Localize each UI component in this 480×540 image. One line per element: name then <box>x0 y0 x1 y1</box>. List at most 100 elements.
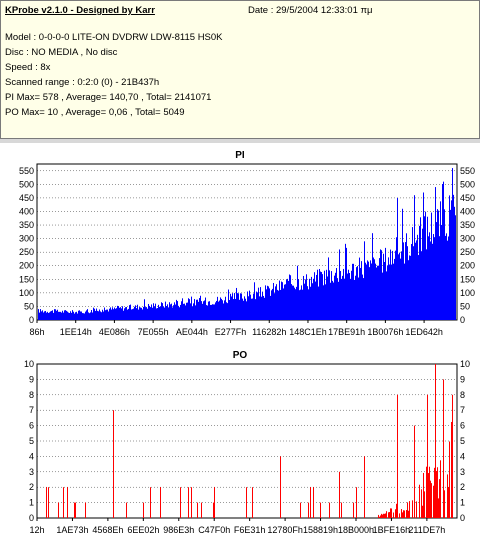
data-bar <box>110 307 111 320</box>
data-bar <box>283 288 284 320</box>
data-bar <box>351 270 352 320</box>
data-bar <box>356 267 357 320</box>
data-bar <box>81 311 82 320</box>
x-tick-label: 1BFE16h <box>373 525 411 535</box>
data-bar <box>67 311 68 320</box>
data-bar <box>412 500 413 518</box>
data-bar <box>96 308 97 320</box>
data-bar <box>339 249 340 320</box>
data-bar <box>422 505 423 518</box>
data-bar <box>335 272 336 320</box>
y-tick-label-right: 550 <box>460 166 475 176</box>
data-bar <box>350 278 351 320</box>
data-bar <box>229 299 230 320</box>
data-bar <box>311 276 312 320</box>
data-bar <box>361 261 362 320</box>
data-bar <box>224 300 225 320</box>
chart-title: PI <box>235 150 245 161</box>
data-bar <box>250 294 251 320</box>
data-bar <box>206 305 207 320</box>
data-bar <box>219 300 220 320</box>
data-bar <box>360 267 361 320</box>
data-bar <box>358 277 359 320</box>
data-bar <box>421 489 422 518</box>
data-bar <box>412 227 413 320</box>
data-bar <box>267 285 268 320</box>
data-bar <box>428 473 429 518</box>
data-bar <box>115 308 116 320</box>
data-bar <box>291 284 292 320</box>
data-bar <box>294 287 295 320</box>
data-bar <box>101 312 102 320</box>
data-bar <box>177 301 178 320</box>
data-bar <box>292 285 293 320</box>
data-bar <box>310 487 311 518</box>
data-bar <box>233 299 234 320</box>
data-bar <box>153 303 154 320</box>
data-bar <box>94 308 95 320</box>
data-bar <box>438 498 439 518</box>
data-bar <box>327 276 328 320</box>
y-tick-label-right: 0 <box>460 315 465 325</box>
data-bar <box>352 263 353 320</box>
data-bar <box>65 310 66 320</box>
y-tick-label-right: 200 <box>460 261 475 271</box>
data-bar <box>246 487 247 518</box>
data-bar <box>403 242 404 320</box>
data-bar <box>320 502 321 518</box>
data-bar <box>86 310 87 320</box>
data-bar <box>49 312 50 320</box>
data-bar <box>364 241 365 320</box>
data-bar <box>144 299 145 320</box>
data-bar <box>271 290 272 320</box>
data-bar <box>255 299 256 320</box>
data-bar <box>378 514 379 518</box>
data-bar <box>182 298 183 320</box>
x-tick-label: 4568Eh <box>92 525 123 535</box>
x-tick-label: 1B0076h <box>367 327 403 337</box>
y-tick-label-right: 6 <box>460 421 465 431</box>
data-bar <box>284 284 285 320</box>
data-bar <box>119 307 120 320</box>
data-bar <box>348 269 349 320</box>
data-bar <box>423 472 424 518</box>
data-bar <box>56 310 57 320</box>
data-bar <box>236 287 237 320</box>
data-bar <box>118 306 119 320</box>
data-bar <box>428 236 429 320</box>
data-bar <box>376 267 377 320</box>
data-bar <box>217 296 218 320</box>
data-bar <box>408 510 409 518</box>
data-bar <box>357 266 358 320</box>
x-tick-label: 7E055h <box>138 327 169 337</box>
data-bar <box>207 305 208 320</box>
data-bar <box>121 308 122 320</box>
data-bar <box>79 310 80 320</box>
data-bar <box>385 513 386 518</box>
data-bar <box>194 298 195 320</box>
data-bar <box>395 250 396 320</box>
data-bar <box>326 269 327 320</box>
data-bar <box>439 236 440 320</box>
x-tick-label: 12h <box>29 525 44 535</box>
y-tick-label-right: 2 <box>460 482 465 492</box>
data-bar <box>71 312 72 320</box>
data-bar <box>123 310 124 320</box>
data-bar <box>166 306 167 320</box>
data-bar <box>261 296 262 320</box>
data-bar <box>50 311 51 320</box>
data-bar <box>252 298 253 320</box>
data-bar <box>91 310 92 320</box>
data-bar <box>130 304 131 320</box>
data-bar <box>299 290 300 320</box>
data-bar <box>353 263 354 320</box>
data-bar <box>246 301 247 320</box>
y-tick-label-right: 4 <box>460 451 465 461</box>
data-bar <box>105 310 106 320</box>
data-bar <box>453 194 454 320</box>
y-tick-label-right: 100 <box>460 288 475 298</box>
y-tick-label-left: 3 <box>29 467 34 477</box>
data-bar <box>239 299 240 320</box>
data-bar <box>215 302 216 320</box>
data-bar <box>369 267 370 320</box>
